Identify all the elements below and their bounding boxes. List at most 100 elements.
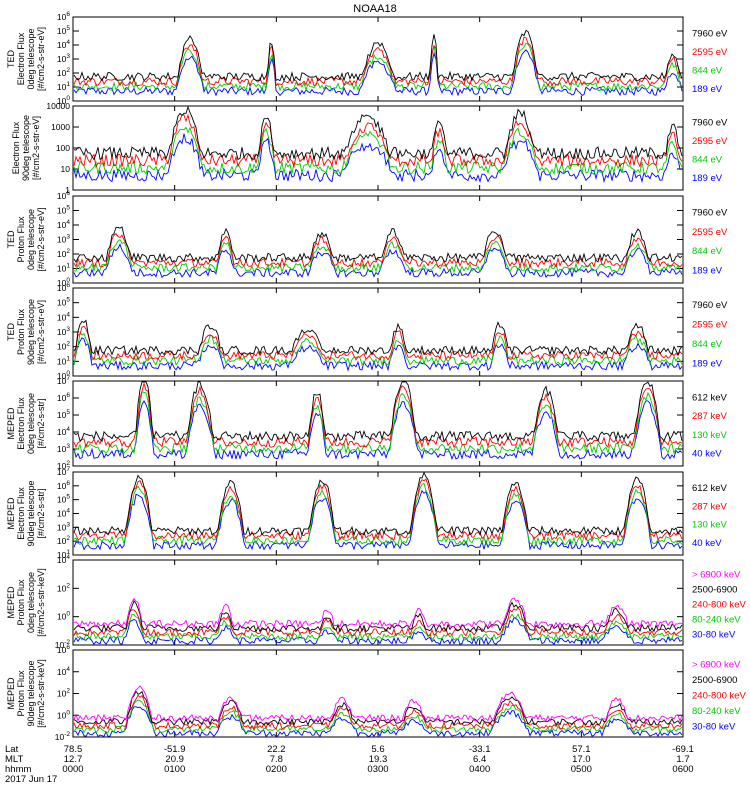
- y-axis-label-line: 90deg telescope: [26, 480, 36, 546]
- bottom-hhmm-value: 0600: [672, 764, 693, 775]
- y-tick-label: 101: [57, 263, 70, 274]
- y-axis-label-line: 0deg telescope: [26, 209, 36, 270]
- panel-5: 102 103 104 105 106 107 MEPED Electron Flux 0deg…: [6, 375, 728, 471]
- series-line-2595-ev: [73, 113, 683, 169]
- y-tick-label: 102: [57, 341, 70, 352]
- bottom-lat-value: 22.2: [267, 744, 286, 755]
- legend-entry: 2595 eV: [692, 319, 728, 330]
- y-tick-label: 106: [57, 190, 70, 201]
- y-tick-label: 1: [65, 185, 70, 195]
- series-line-2500-6900: [73, 599, 683, 633]
- y-tick-label: 101: [57, 355, 70, 366]
- y-axis-label-line: MEPED: [6, 497, 16, 530]
- y-tick-label: 10000: [46, 101, 70, 111]
- y-axis-label-line: [#/cm2-s-str-keV]: [36, 659, 46, 728]
- legend-entry: 240-800 keV: [692, 691, 747, 702]
- series-line-844-ev: [73, 238, 683, 274]
- legend-entry: 2500-6900: [692, 585, 737, 596]
- legend-entry: 7960 eV: [692, 28, 728, 39]
- y-tick-label: 107: [57, 466, 70, 477]
- series-line-2595-ev: [73, 36, 683, 87]
- y-axis-label-line: Electron Flux: [16, 397, 26, 450]
- legend-entry: 40 keV: [692, 449, 722, 460]
- series-line-30-80-kev: [73, 616, 683, 646]
- legend-entry: > 6900 keV: [692, 570, 741, 581]
- y-tick-label: 106: [57, 392, 70, 403]
- y-axis-label-line: [#/cm2-s-str-eV]: [36, 300, 46, 364]
- y-tick-label: 104: [57, 219, 70, 230]
- legend-entry: 240-800 keV: [692, 600, 747, 611]
- legend-entry: 189 eV: [692, 358, 723, 369]
- series-line-189-ev: [73, 133, 683, 184]
- bottom-row-label: MLT: [5, 754, 23, 765]
- series-line-189-ev: [73, 243, 683, 279]
- bottom-hhmm-value: 0300: [367, 764, 388, 775]
- y-axis-label-line: Electron Flux: [16, 32, 26, 85]
- y-axis-label-line: MEPED: [6, 586, 16, 619]
- y-axis-label-line: TED: [6, 322, 16, 341]
- legend-entry: 189 eV: [692, 173, 723, 184]
- series-line-7960-ev: [73, 226, 683, 264]
- legend-entry: 130 keV: [692, 520, 728, 531]
- y-tick-label: 102: [57, 582, 70, 593]
- bottom-mlt-value: 17.0: [572, 754, 591, 765]
- y-axis-label-line: Proton Flux: [16, 670, 26, 717]
- series-line-612-kev: [73, 471, 683, 537]
- bottom-mlt-value: 19.3: [369, 754, 388, 765]
- series-line-7960-ev: [73, 105, 683, 162]
- y-tick-label: 103: [57, 443, 70, 454]
- y-axis-label-line: 90deg telescope: [26, 660, 36, 726]
- panel-6: 101 102 103 104 105 106 107 MEPED Electron Flux 9…: [6, 466, 728, 560]
- bottom-row-label: Lat: [5, 744, 19, 755]
- legend-entry: 7960 eV: [692, 300, 728, 311]
- y-tick-label: 100: [57, 277, 70, 288]
- series-line--6900-kev: [73, 685, 683, 723]
- y-axis-label-line: MEPED: [6, 407, 16, 440]
- legend-entry: 130 keV: [692, 430, 728, 441]
- series-line-7960-ev: [73, 29, 683, 82]
- series-line-189-ev: [73, 49, 683, 97]
- y-tick-label: 104: [57, 426, 70, 437]
- series-line-287-kev: [73, 478, 683, 542]
- y-tick-label: 103: [57, 53, 70, 64]
- bottom-lat-value: -51.9: [164, 744, 186, 755]
- y-tick-label: 105: [57, 297, 70, 308]
- y-tick-label: 105: [57, 205, 70, 216]
- series-line-80-240-kev: [73, 613, 683, 642]
- y-axis-label-line: [#/cm2-s-str-eV]: [36, 27, 46, 91]
- y-tick-label: 104: [57, 508, 70, 519]
- series-line-240-800-kev: [73, 607, 683, 638]
- y-tick-label: 10-2: [55, 639, 71, 650]
- series-line-189-ev: [73, 337, 683, 372]
- y-tick-label: 104: [57, 554, 70, 565]
- panel-8: 10-2 100 102 104 106 MEPED Proton Flux 90deg te…: [6, 644, 747, 742]
- y-tick-label: 106: [57, 282, 70, 293]
- y-axis-label-line: Proton Flux: [16, 216, 26, 263]
- series-line-287-kev: [73, 381, 683, 449]
- y-tick-label: 100: [57, 709, 70, 720]
- panel-7: 10-2 100 102 104 MEPED Proton Flux 0deg telesc…: [6, 554, 747, 650]
- bottom-lat-value: 57.1: [572, 744, 591, 755]
- y-tick-label: 105: [57, 25, 70, 36]
- y-tick-label: 101: [57, 549, 70, 560]
- series-line--6900-kev: [73, 597, 683, 629]
- bottom-lat-value: -69.1: [672, 744, 694, 755]
- bottom-lat-value: 78.5: [64, 744, 83, 755]
- series-line-844-ev: [73, 42, 683, 92]
- y-tick-label: 106: [57, 11, 70, 22]
- y-axis-label-line: 90deg telescope: [26, 299, 36, 365]
- legend-entry: 189 eV: [692, 265, 723, 276]
- legend-entry: 2595 eV: [692, 136, 728, 147]
- bottom-mlt-value: 6.4: [473, 754, 486, 765]
- y-tick-label: 106: [57, 480, 70, 491]
- y-axis-label-line: Electron Flux: [11, 121, 21, 174]
- y-axis-label-line: 0deg telescope: [26, 28, 36, 89]
- y-tick-label: 102: [57, 688, 70, 699]
- y-axis-label-line: Proton Flux: [16, 308, 26, 355]
- y-axis-label-line: MEPED: [6, 677, 16, 710]
- bottom-mlt-value: 1.7: [676, 754, 689, 765]
- bottom-lat-value: 5.6: [371, 744, 384, 755]
- y-tick-label: 104: [57, 39, 70, 50]
